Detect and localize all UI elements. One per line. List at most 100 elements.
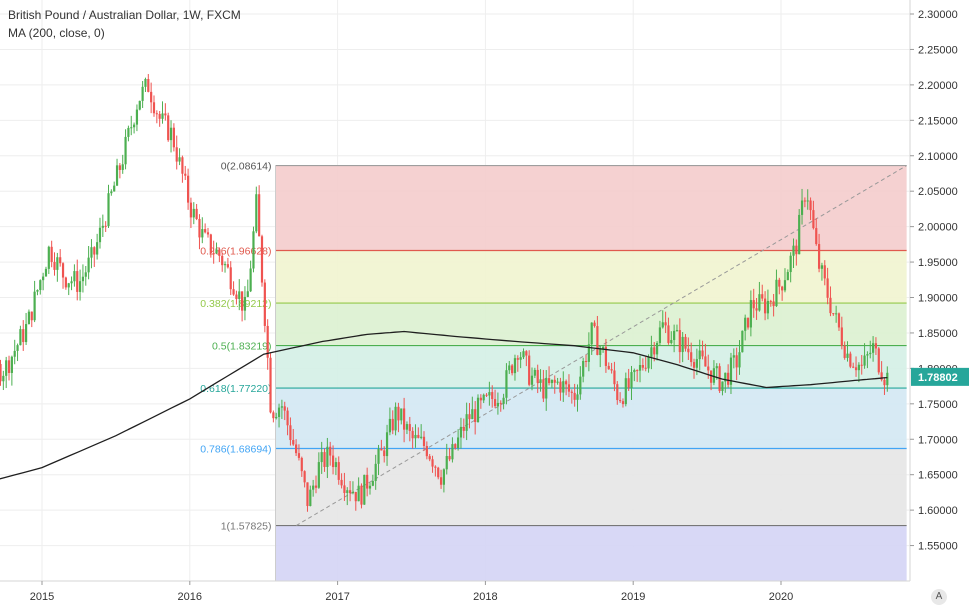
candle-body bbox=[886, 372, 889, 386]
candle bbox=[258, 185, 261, 237]
candle-body bbox=[221, 255, 224, 266]
candle-body bbox=[2, 375, 5, 382]
price-tick-label: 2.25000 bbox=[918, 44, 958, 56]
candle-body bbox=[715, 366, 718, 369]
candle-body bbox=[496, 402, 500, 407]
candle-body bbox=[545, 378, 548, 399]
candle bbox=[604, 338, 608, 373]
ma-indicator-label[interactable]: MA (200, close, 0) bbox=[8, 26, 105, 40]
candle-body bbox=[337, 462, 340, 480]
candle-body bbox=[701, 350, 704, 357]
candle bbox=[101, 214, 104, 237]
candle-body bbox=[877, 348, 880, 373]
candle bbox=[835, 305, 838, 323]
candle bbox=[81, 264, 85, 293]
candle bbox=[840, 316, 843, 350]
candle-body bbox=[744, 317, 747, 331]
candle bbox=[422, 431, 426, 451]
candle-body bbox=[76, 271, 79, 292]
candle bbox=[528, 350, 531, 387]
candle-body bbox=[539, 379, 542, 383]
candle bbox=[172, 123, 175, 152]
candle bbox=[866, 351, 869, 369]
candle bbox=[621, 398, 625, 408]
candle bbox=[624, 372, 627, 407]
candle bbox=[343, 472, 346, 501]
candle bbox=[115, 158, 119, 187]
candle-body bbox=[837, 313, 841, 328]
candle bbox=[681, 332, 684, 363]
candle-body bbox=[150, 91, 153, 103]
candle-body bbox=[110, 191, 113, 194]
auto-scale-button[interactable]: A bbox=[931, 589, 947, 605]
candle bbox=[434, 465, 437, 477]
candle bbox=[24, 312, 28, 345]
candle-body bbox=[690, 352, 693, 363]
candle-body bbox=[522, 351, 525, 358]
candle-body bbox=[869, 352, 872, 355]
candle-body bbox=[269, 357, 272, 413]
candle-body bbox=[283, 406, 286, 411]
candle bbox=[678, 318, 681, 364]
fib-zone bbox=[275, 388, 907, 449]
candle-body bbox=[550, 379, 554, 384]
candle bbox=[340, 473, 343, 489]
candle-body bbox=[73, 271, 76, 282]
candle bbox=[556, 377, 559, 385]
candle bbox=[871, 336, 875, 362]
candle-body bbox=[272, 412, 275, 419]
candle-body bbox=[482, 394, 485, 401]
candle-body bbox=[488, 392, 491, 396]
candle bbox=[67, 282, 70, 296]
candle-body bbox=[593, 322, 596, 327]
candle bbox=[130, 115, 133, 136]
candle-body bbox=[263, 282, 266, 326]
time-tick-label: 2016 bbox=[178, 591, 202, 603]
candle-body bbox=[695, 359, 698, 368]
candle-body bbox=[732, 355, 735, 358]
candle-body bbox=[553, 379, 556, 383]
candle bbox=[27, 309, 31, 325]
candle-body bbox=[448, 456, 451, 460]
candle bbox=[104, 221, 107, 232]
price-tick-label: 2.00000 bbox=[918, 222, 958, 234]
candlesticks bbox=[0, 74, 889, 512]
candle-body bbox=[709, 370, 713, 383]
candle-body bbox=[403, 408, 406, 430]
candle-body bbox=[101, 225, 104, 228]
candle bbox=[704, 343, 707, 367]
last-price-badge bbox=[911, 367, 969, 386]
candle bbox=[820, 262, 824, 281]
candle bbox=[550, 379, 554, 388]
candle bbox=[243, 286, 247, 321]
candle-body bbox=[135, 109, 139, 125]
candle-body bbox=[755, 308, 758, 311]
candle-body bbox=[641, 365, 644, 368]
candle-body bbox=[152, 102, 156, 114]
candle bbox=[76, 259, 79, 301]
candle-body bbox=[98, 227, 102, 243]
candle-body bbox=[306, 482, 309, 507]
candle bbox=[459, 417, 463, 449]
candle-body bbox=[56, 257, 59, 270]
candle-body bbox=[459, 426, 463, 438]
candle bbox=[357, 477, 360, 502]
candle bbox=[275, 412, 278, 420]
candle bbox=[349, 480, 352, 502]
candle bbox=[113, 181, 116, 192]
candle-body bbox=[405, 424, 409, 430]
candle-body bbox=[385, 432, 389, 457]
candle-body bbox=[212, 253, 215, 255]
fib-level-label: 0.786(1.68694) bbox=[200, 444, 271, 456]
candle-body bbox=[763, 298, 767, 314]
candle-body bbox=[425, 446, 428, 457]
candle-body bbox=[667, 325, 670, 344]
candle bbox=[542, 369, 545, 403]
fib-zone bbox=[275, 165, 907, 251]
candle-body bbox=[687, 348, 690, 353]
fib-level-label: 0.5(1.83219) bbox=[212, 341, 272, 353]
candle bbox=[147, 74, 150, 93]
candle bbox=[98, 217, 102, 249]
candle bbox=[334, 457, 337, 476]
